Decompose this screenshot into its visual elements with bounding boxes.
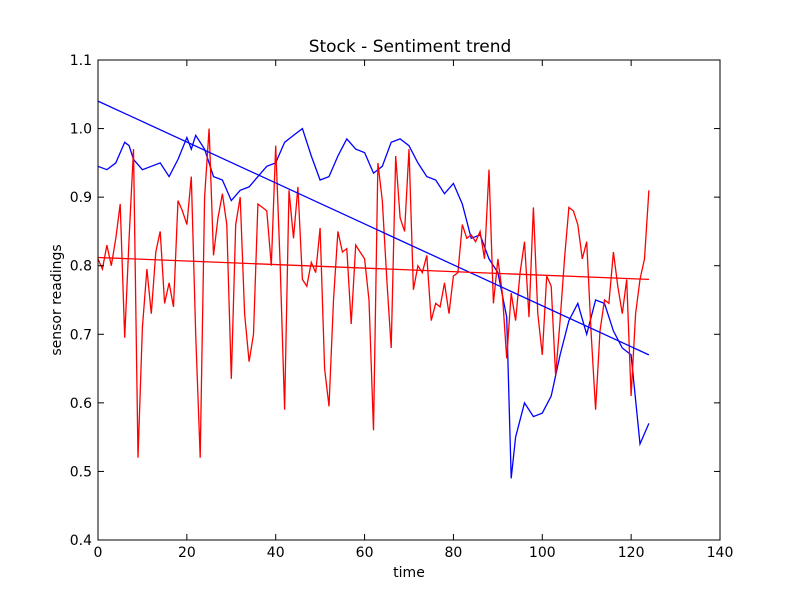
- y-tick-label: 0.4: [70, 533, 92, 549]
- y-tick-label: 1.1: [70, 53, 92, 69]
- plot-frame: [97, 59, 721, 541]
- x-tick-label: 0: [94, 545, 103, 561]
- chart-title: Stock - Sentiment trend: [309, 37, 512, 57]
- y-tick-label: 0.5: [70, 464, 92, 480]
- x-tick-label: 80: [445, 545, 463, 561]
- y-tick-label: 0.7: [70, 327, 92, 343]
- y-axis-ticks: 0.4 0.5 0.6 0.7 0.8 0.9 1.0 1.1: [70, 53, 720, 549]
- x-tick-label: 120: [618, 545, 645, 561]
- x-tick-label: 100: [529, 545, 556, 561]
- x-tick-label: 40: [267, 545, 285, 561]
- y-tick-label: 0.6: [70, 396, 92, 412]
- y-tick-label: 1.0: [70, 122, 92, 138]
- trend-line-3: [97, 256, 649, 281]
- x-axis-label: time: [393, 565, 425, 581]
- x-tick-label: 140: [707, 545, 734, 561]
- series-line-1: [97, 128, 650, 458]
- y-tick-label: 0.9: [70, 190, 92, 206]
- trend-line-2: [97, 100, 650, 356]
- y-tick-label: 0.8: [70, 259, 92, 275]
- plot-lines: [97, 100, 650, 479]
- x-tick-label: 60: [356, 545, 374, 561]
- y-axis-label: sensor readings: [49, 244, 65, 355]
- x-axis-ticks: 0 20 40 60 80 100 120 140: [94, 60, 734, 561]
- x-tick-label: 20: [178, 545, 196, 561]
